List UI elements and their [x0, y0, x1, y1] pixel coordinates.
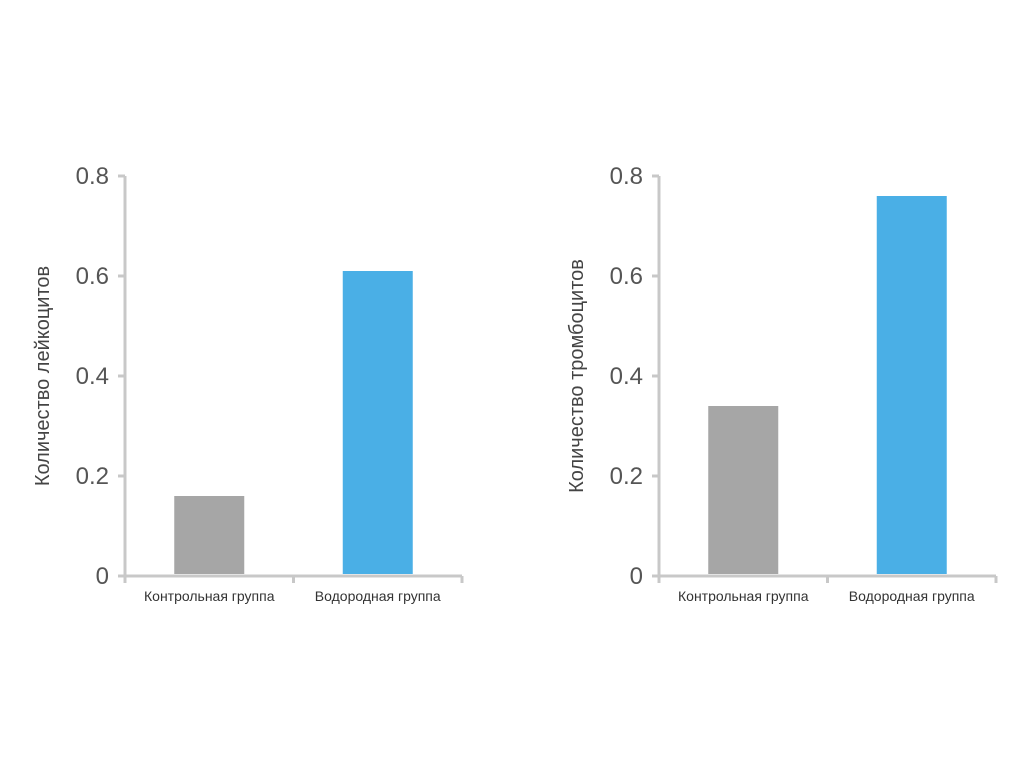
y-tick-label: 0.8	[610, 163, 643, 190]
bar	[708, 406, 779, 574]
y-tick-label: 0.2	[610, 463, 643, 490]
y-axis-title: Количество тромбоцитов	[566, 259, 588, 493]
y-tick-label: 0	[630, 563, 643, 590]
y-tick-label: 0.6	[610, 263, 643, 290]
y-tick-label: 0.6	[76, 263, 109, 290]
x-category-label: Водородная группа	[315, 588, 441, 604]
y-tick-label: 0.2	[76, 463, 109, 490]
bar	[174, 496, 245, 574]
y-tick-label: 0.4	[76, 363, 109, 390]
bar	[876, 196, 947, 574]
x-category-label: Водородная группа	[849, 588, 975, 604]
y-axis-title: Количество лейкоцитов	[32, 266, 54, 486]
y-tick-label: 0.8	[76, 163, 109, 190]
y-tick-label: 0.4	[610, 363, 643, 390]
x-category-label: Контрольная группа	[678, 588, 809, 604]
x-category-label: Контрольная группа	[144, 588, 275, 604]
y-tick-label: 0	[96, 563, 109, 590]
bar	[342, 271, 413, 574]
